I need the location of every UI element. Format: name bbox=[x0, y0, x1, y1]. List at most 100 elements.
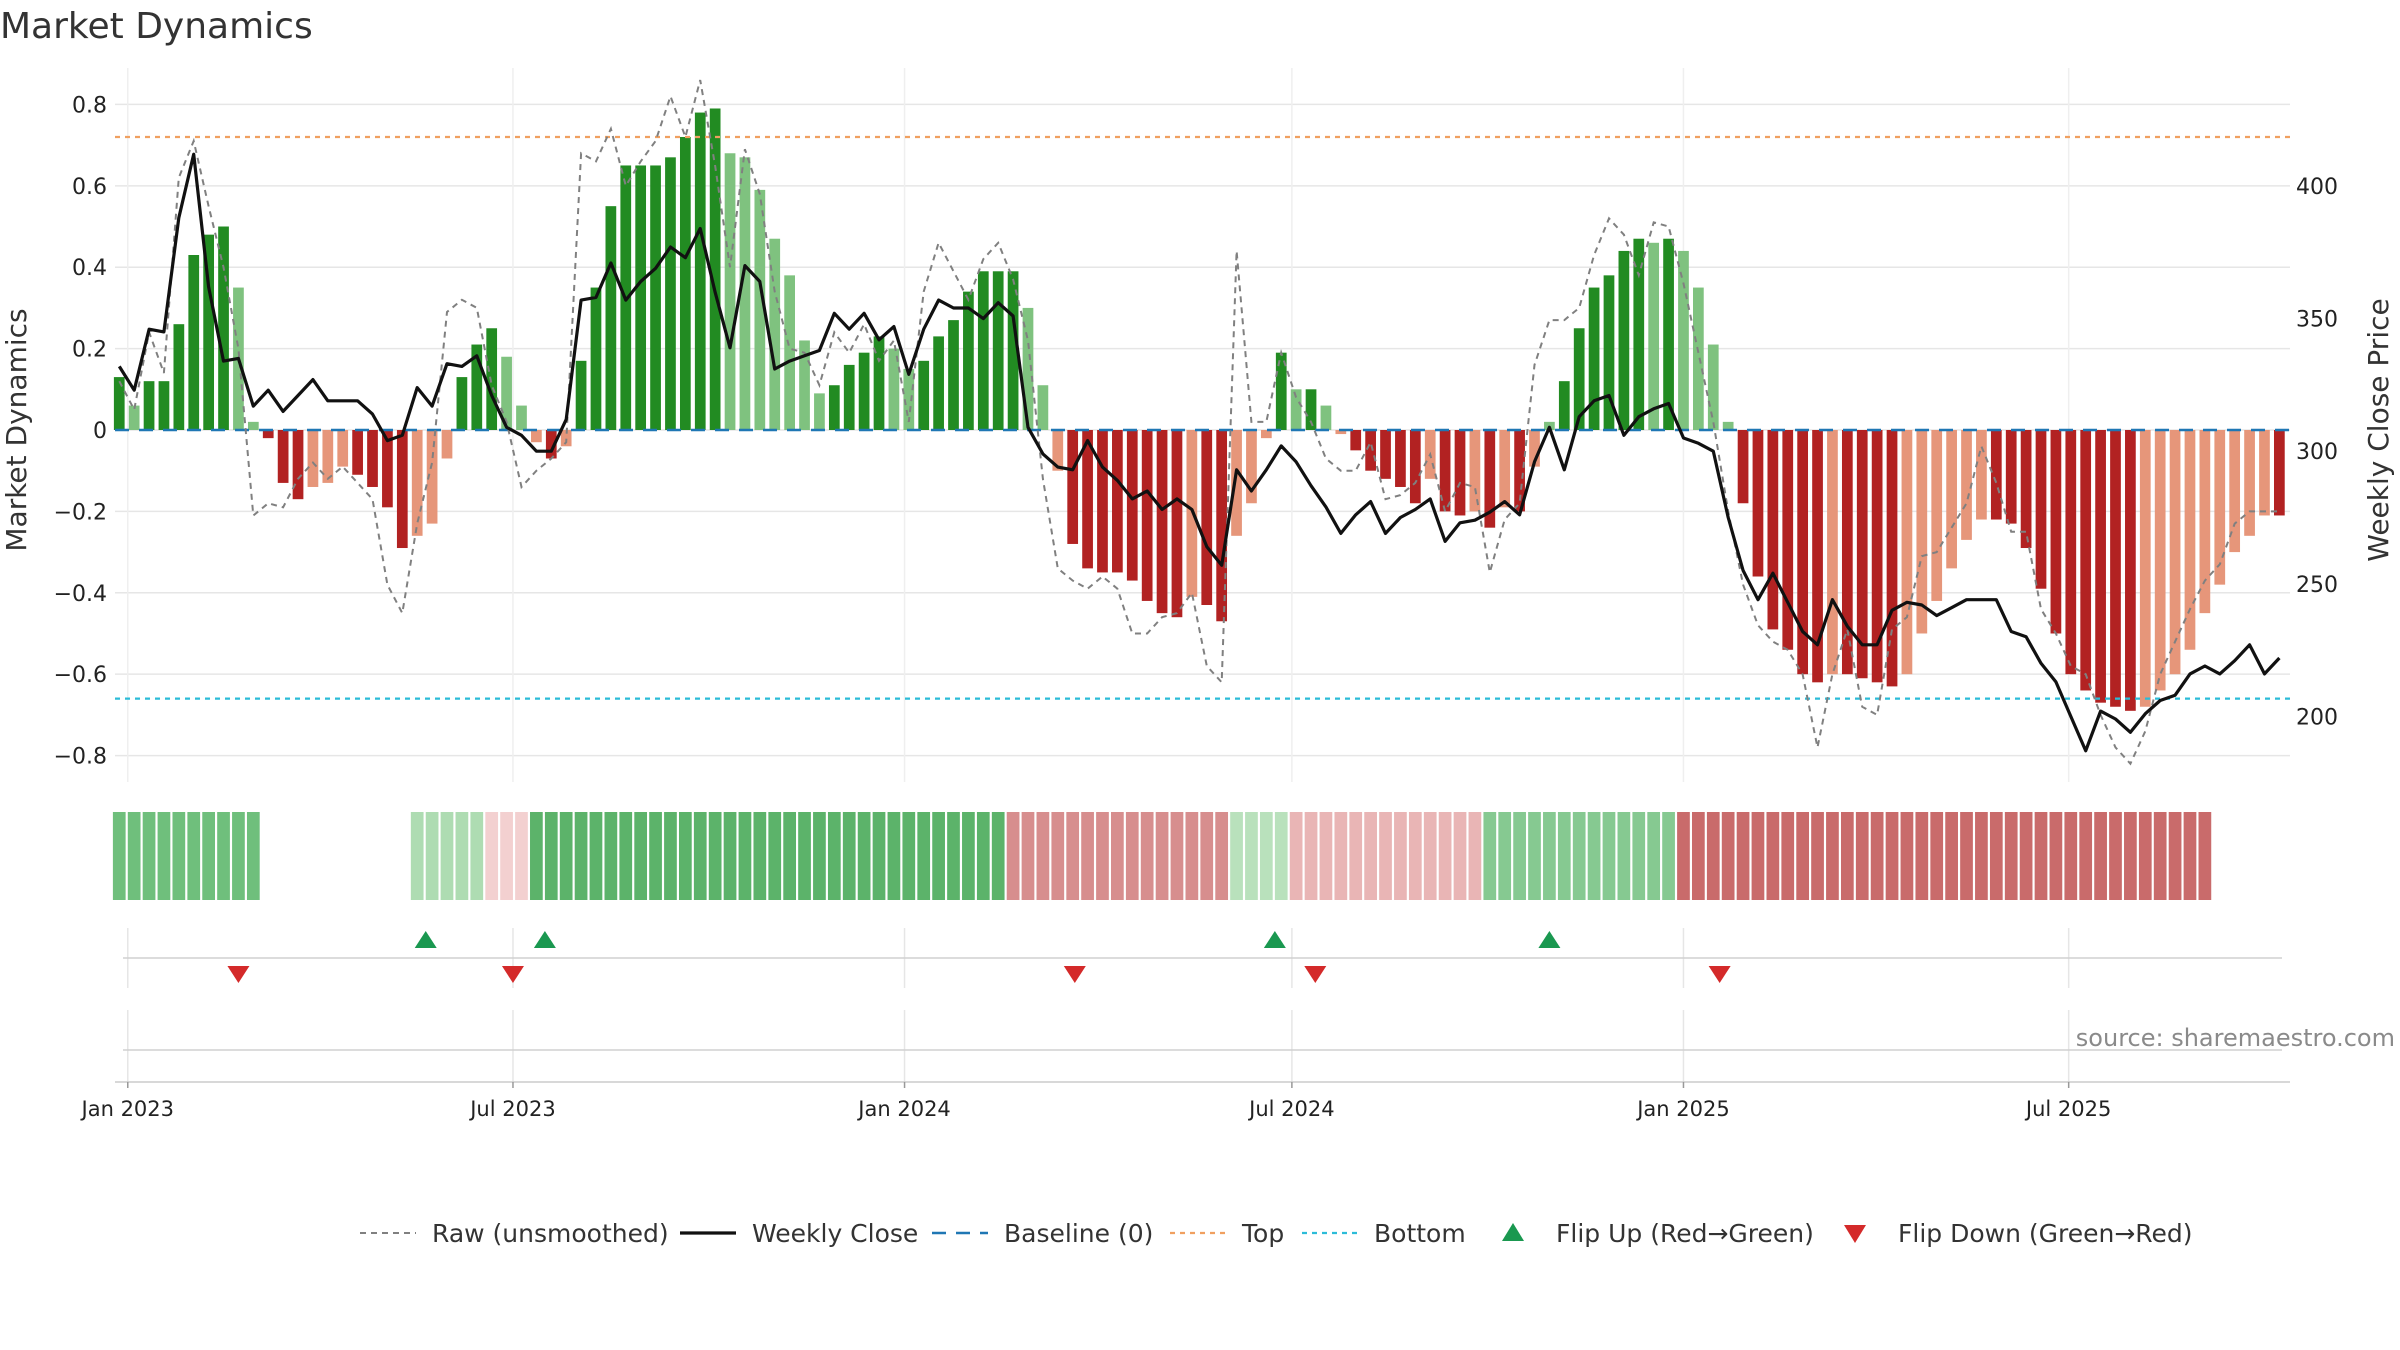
y2-tick-label: 300 bbox=[2296, 440, 2338, 465]
regime-cell bbox=[1498, 812, 1512, 900]
regime-cell bbox=[887, 812, 901, 900]
md-bar bbox=[2005, 430, 2017, 524]
regime-cell bbox=[1662, 812, 1675, 900]
regime-cell bbox=[500, 812, 513, 900]
regime-cell bbox=[1706, 812, 1720, 900]
y-axis-label: Market Dynamics bbox=[0, 308, 33, 551]
md-bar bbox=[1841, 430, 1853, 675]
regime-cell bbox=[634, 812, 648, 900]
regime-cell bbox=[1021, 812, 1035, 900]
regime-cell bbox=[1587, 812, 1601, 900]
regime-cell bbox=[991, 812, 1005, 900]
raw-unsmoothed-line bbox=[118, 79, 2280, 766]
regime-cell bbox=[1334, 812, 1348, 900]
md-bar bbox=[650, 165, 661, 430]
x-tick-label: Jul 2025 bbox=[2024, 1097, 2111, 1121]
regime-cell bbox=[574, 812, 588, 900]
regime-cell bbox=[440, 812, 454, 900]
md-bar bbox=[1350, 430, 1362, 451]
regime-cell bbox=[1647, 812, 1661, 900]
md-bar bbox=[1112, 430, 1123, 573]
regime-cell bbox=[1438, 812, 1452, 900]
regime-cell bbox=[1840, 812, 1854, 900]
md-bar bbox=[1558, 381, 1570, 430]
regime-cell bbox=[589, 812, 603, 900]
md-bar bbox=[1856, 430, 1868, 679]
md-bar bbox=[307, 430, 319, 487]
md-bar bbox=[1707, 344, 1719, 430]
md-bar bbox=[2080, 430, 2092, 691]
regime-cell bbox=[1766, 812, 1780, 900]
regime-cell bbox=[1319, 812, 1333, 900]
legend: Raw (unsmoothed) Weekly Close Baseline (0)… bbox=[360, 1219, 2193, 1248]
md-bar bbox=[1871, 430, 1883, 683]
y2-tick-labels: 400 350 300 250 200 bbox=[2296, 175, 2338, 730]
md-bar bbox=[1663, 238, 1674, 430]
md-bar bbox=[2184, 430, 2196, 650]
md-bar bbox=[1827, 430, 1838, 675]
md-bar bbox=[1916, 430, 1928, 634]
md-bar bbox=[1395, 430, 1406, 487]
md-bar bbox=[531, 430, 542, 443]
md-bar bbox=[948, 320, 959, 430]
regime-cell bbox=[1513, 812, 1526, 900]
regime-cell bbox=[366, 812, 379, 900]
regime-cell bbox=[1483, 812, 1497, 900]
regime-cell bbox=[842, 812, 856, 900]
md-bar bbox=[635, 165, 647, 430]
regime-cell bbox=[232, 812, 245, 900]
regime-cell bbox=[753, 812, 767, 900]
md-bar bbox=[1618, 250, 1630, 430]
regime-cell bbox=[336, 812, 350, 900]
regime-cell bbox=[1989, 812, 2003, 900]
regime-cell bbox=[1408, 812, 1422, 900]
legend-key-flip-down bbox=[1844, 1225, 1866, 1243]
regime-cell bbox=[2094, 812, 2107, 900]
regime-cell bbox=[1215, 812, 1229, 900]
regime-cell bbox=[1230, 812, 1243, 900]
md-bar bbox=[1305, 389, 1317, 430]
md-bar bbox=[1961, 430, 1972, 540]
regime-cell bbox=[306, 812, 320, 900]
regime-cell bbox=[2034, 812, 2048, 900]
md-bar bbox=[694, 112, 706, 430]
regime-cell bbox=[321, 812, 335, 900]
regime-cell bbox=[425, 812, 439, 900]
md-bar bbox=[1633, 238, 1645, 430]
regime-cell bbox=[1051, 812, 1065, 900]
regime-cell bbox=[619, 812, 633, 900]
md-bar bbox=[1648, 242, 1660, 430]
regime-cell bbox=[544, 812, 558, 900]
regime-cell bbox=[1543, 812, 1556, 900]
regime-cell bbox=[291, 812, 305, 900]
md-bar bbox=[2244, 430, 2255, 536]
regime-cell bbox=[678, 812, 692, 900]
regime-cell bbox=[381, 812, 394, 900]
md-bar bbox=[516, 405, 527, 430]
md-bar bbox=[1365, 430, 1376, 471]
regime-cell bbox=[813, 812, 826, 900]
regime-cell bbox=[1811, 812, 1824, 900]
md-bar bbox=[173, 324, 185, 430]
md-bar bbox=[143, 381, 155, 430]
md-bar bbox=[1275, 352, 1287, 430]
regime-cell bbox=[693, 812, 707, 900]
regime-cell bbox=[395, 812, 409, 900]
regime-cell bbox=[798, 812, 811, 900]
regime-cell bbox=[1617, 812, 1631, 900]
md-bar bbox=[1439, 430, 1451, 512]
md-bar bbox=[1126, 430, 1138, 581]
md-bar bbox=[575, 360, 587, 430]
md-bar bbox=[1976, 430, 1987, 520]
regime-cell bbox=[142, 812, 156, 900]
regime-cell bbox=[1379, 812, 1392, 900]
md-bar bbox=[1693, 287, 1704, 430]
md-bar bbox=[1737, 430, 1749, 504]
md-bar bbox=[1529, 430, 1540, 467]
md-bar bbox=[1141, 430, 1153, 601]
regime-cell bbox=[1721, 812, 1735, 900]
regime-cell bbox=[2109, 812, 2122, 900]
regime-cell bbox=[1900, 812, 1914, 900]
y-tick-label: 0.4 bbox=[72, 256, 107, 281]
x-tick-label: Jan 2024 bbox=[856, 1097, 951, 1121]
